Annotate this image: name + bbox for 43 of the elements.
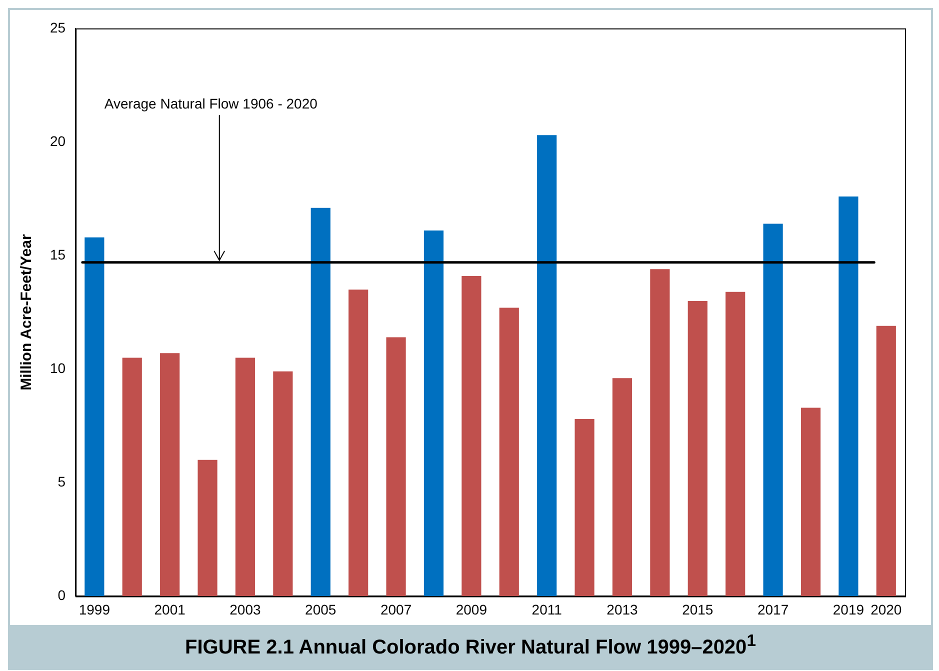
text: FIGURE 2.1 Annual Colorado River Natural Flow 1999–2020$^{1}$ bbox=[10, 625, 931, 668]
x-tick-label: 2020 bbox=[870, 601, 902, 618]
bar bbox=[84, 237, 104, 596]
bar bbox=[122, 358, 142, 596]
x-tick-label: 2005 bbox=[305, 601, 336, 618]
bar bbox=[838, 196, 858, 596]
bar bbox=[499, 308, 519, 596]
bar bbox=[424, 230, 444, 596]
y-tick-label: 20 bbox=[50, 132, 66, 149]
x-tick-label: 2011 bbox=[532, 601, 562, 618]
x-tick-label: 1999 bbox=[78, 601, 110, 618]
bar bbox=[763, 224, 783, 596]
y-tick-label: 25 bbox=[50, 19, 66, 36]
x-tick-label: 2017 bbox=[757, 601, 789, 618]
x-tick-label: 2015 bbox=[682, 601, 714, 618]
bar bbox=[160, 353, 180, 596]
x-tick-label: 2001 bbox=[154, 601, 186, 618]
y-tick-label: 15 bbox=[50, 246, 66, 262]
bar bbox=[386, 337, 406, 596]
bar bbox=[273, 371, 293, 596]
x-tick-label: 2003 bbox=[230, 601, 262, 618]
bar bbox=[537, 135, 557, 596]
ref-line-label: Average Natural Flow 1906 - 2020 bbox=[104, 95, 318, 112]
bar bbox=[876, 326, 896, 596]
x-tick-label: 2007 bbox=[380, 601, 412, 618]
x-tick-label: 2013 bbox=[606, 601, 638, 618]
bar bbox=[612, 378, 632, 596]
x-tick-label: 2019 bbox=[832, 601, 864, 618]
x-tick-label: 2009 bbox=[456, 601, 488, 618]
y-tick-label: 5 bbox=[58, 474, 66, 490]
bar bbox=[726, 292, 746, 596]
bar bbox=[235, 358, 256, 596]
y-tick-label: 0 bbox=[58, 587, 66, 604]
bar bbox=[800, 408, 821, 596]
bar bbox=[198, 460, 218, 596]
bar bbox=[574, 419, 594, 596]
y-tick-label: 10 bbox=[50, 360, 66, 376]
bar bbox=[462, 276, 482, 596]
bar bbox=[310, 208, 330, 596]
y-axis-title: Million Acre-Feet/Year bbox=[18, 234, 36, 390]
bar bbox=[650, 269, 670, 596]
bar bbox=[688, 300, 708, 596]
bar bbox=[348, 290, 368, 596]
